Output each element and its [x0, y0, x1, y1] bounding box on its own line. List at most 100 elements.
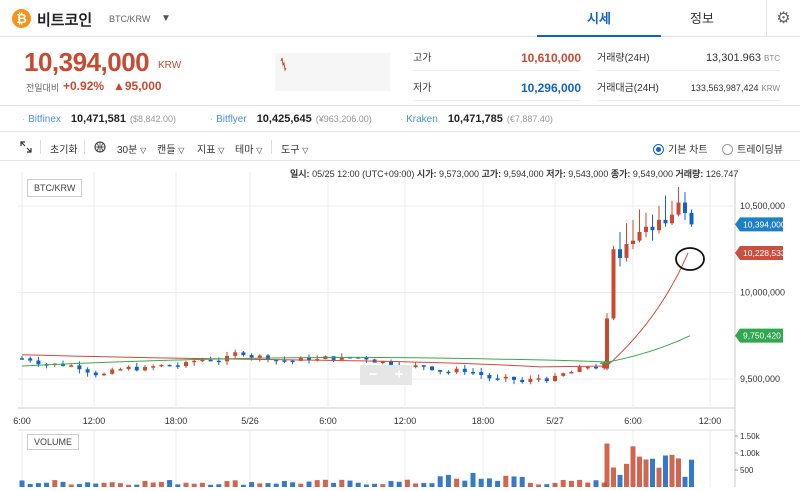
candle-body — [512, 376, 516, 380]
candle-body — [637, 231, 642, 241]
volume-bar — [331, 482, 337, 487]
high-row: 고가 10,610,000 — [413, 46, 581, 71]
x-tick-label: 6:00 — [319, 416, 337, 426]
candle-body — [577, 366, 582, 372]
chart-canvas[interactable]: 6:00 12:00 18:00 5/26 6:00 12:00 18:00 5/27 6:00… — [0, 162, 800, 491]
volume-bar — [462, 480, 468, 487]
volume-bar — [643, 459, 649, 487]
volume-bar — [355, 482, 361, 487]
theme-dropdown[interactable]: 테마 ▽ — [235, 145, 263, 156]
volume-bar — [240, 484, 246, 487]
candle-body — [605, 318, 609, 369]
volume-label: 거래량(24H) — [597, 53, 650, 64]
globe-icon[interactable] — [94, 141, 106, 156]
candle-body — [594, 366, 598, 369]
volume-value: 13,301.963 BTC — [705, 52, 780, 64]
volume-tick-label: 1.00k — [740, 449, 761, 458]
amount-label: 거래대금(24H) — [597, 83, 659, 94]
volume-bar — [682, 476, 688, 487]
candle-body — [544, 378, 549, 382]
volume-bar — [396, 481, 402, 487]
chart-pair-label: BTC/KRW — [27, 179, 83, 197]
exchange-name: Bitfinex — [28, 114, 61, 125]
candle-body — [561, 373, 566, 376]
volume-bar — [593, 480, 599, 487]
candle-body — [298, 357, 303, 361]
coin-pair[interactable]: BTC/KRW — [109, 14, 151, 24]
candle-body — [553, 375, 557, 382]
x-tick-label: 6:00 — [624, 416, 642, 426]
indicator-dropdown[interactable]: 지표 ▽ — [197, 145, 225, 156]
volume-bar — [322, 479, 328, 487]
divider — [40, 140, 41, 154]
volume-bar — [454, 478, 460, 487]
high-label: 고가 — [413, 53, 432, 64]
moving-average-short — [21, 252, 689, 368]
tools-dropdown[interactable]: 도구 ▽ — [281, 145, 309, 156]
volume-bar — [617, 474, 623, 487]
chevron-down-icon[interactable]: ▼ — [161, 13, 171, 24]
candle-body — [28, 358, 33, 361]
volume-bar — [669, 454, 675, 487]
candle-body — [487, 375, 492, 379]
volume-bar — [478, 478, 484, 487]
candle-body — [380, 361, 385, 364]
volume-bar — [281, 480, 287, 487]
exchange-prices: · Bitfinex 10,471,581 ($8,842.00) · Bitfly… — [0, 107, 800, 132]
zoom-in-button[interactable]: + — [394, 366, 404, 383]
price-summary: 10,394,000 KRW 전일대비 +0.92% ▲95,000 고가 10… — [0, 38, 800, 106]
volume-bar — [347, 480, 353, 487]
candle-body — [93, 372, 98, 376]
candle-body — [69, 365, 74, 367]
candle-dropdown[interactable]: 캔들 ▽ — [157, 145, 185, 156]
candle-body — [118, 369, 123, 371]
volume-bar — [413, 483, 419, 487]
basic-chart-radio[interactable]: 기본 차트 — [653, 141, 708, 156]
volume-bar — [158, 481, 164, 487]
reset-button[interactable]: 초기화 — [50, 145, 78, 156]
candle-body — [624, 244, 629, 258]
volume-bar — [52, 480, 58, 487]
price-chart[interactable]: 6:00 12:00 18:00 5/26 6:00 12:00 18:00 5/27 6:00… — [0, 162, 800, 491]
volume-bar — [503, 475, 509, 487]
volume-bar — [495, 480, 501, 487]
candle-body — [257, 355, 262, 358]
gear-icon[interactable]: ⚙ — [766, 0, 800, 37]
candle-body — [520, 379, 525, 383]
volume-bar — [676, 458, 681, 487]
zoom-out-button[interactable]: − — [368, 366, 378, 383]
divider — [271, 140, 272, 154]
volume-bar — [216, 484, 222, 487]
volume-bar — [27, 483, 33, 487]
volume-bar — [552, 482, 558, 487]
price-tag-label: 10,394,000 — [743, 219, 786, 229]
candle-body — [462, 368, 467, 373]
volume-bar — [224, 480, 230, 487]
volume-bar — [663, 455, 668, 487]
volume-bar — [249, 482, 255, 487]
volume-bar — [568, 480, 574, 487]
volume-bar — [101, 482, 107, 487]
tab-info[interactable]: 정보 — [690, 11, 714, 26]
low-value: 10,296,000 — [520, 81, 581, 95]
candle-body — [241, 352, 246, 356]
amount-row: 거래대금(24H) 133,563,987,424 KRW — [597, 76, 780, 101]
prev-day-label: 전일대비 — [26, 83, 60, 93]
y-tick-label: 9,500,000 — [740, 374, 780, 384]
volume-bar — [445, 474, 451, 487]
tab-price[interactable]: 시세 — [537, 0, 661, 37]
candle-body — [413, 365, 418, 368]
tradingview-radio[interactable]: 트레이딩뷰 — [722, 141, 783, 156]
ohlc-readout: 일시: 05/25 12:00 (UTC+09:00) 시가: 9,573,00… — [290, 169, 739, 179]
coin-name[interactable]: 비트코인 — [37, 12, 93, 29]
interval-dropdown[interactable]: 30분 ▽ — [117, 145, 147, 156]
exchange-item: · Bitfinex 10,471,581 ($8,842.00) — [22, 113, 177, 125]
volume-bar — [208, 484, 214, 487]
exchange-item: · Kraken 10,471,785 (€7,887.40) — [400, 113, 553, 125]
volume-bar — [232, 480, 238, 487]
volume-bar — [175, 484, 181, 487]
volume-bar — [126, 484, 132, 487]
candle-body — [36, 360, 41, 365]
expand-icon[interactable] — [20, 141, 32, 156]
candle-body — [503, 376, 508, 379]
